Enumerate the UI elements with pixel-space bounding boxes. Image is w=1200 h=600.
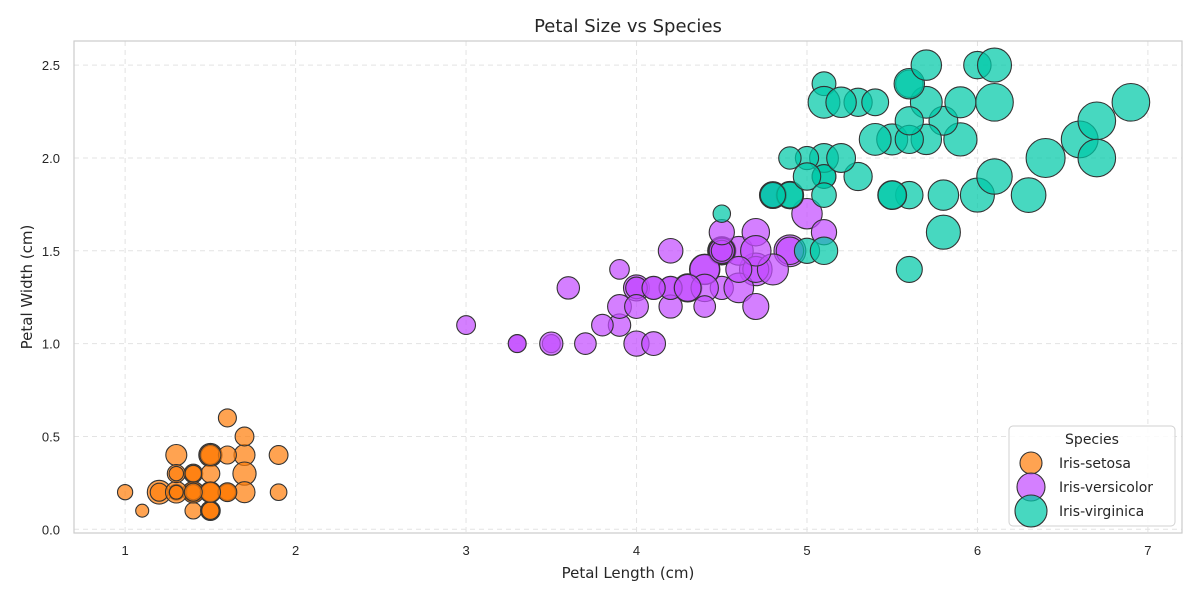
data-point xyxy=(456,315,477,336)
legend-label: Iris-setosa xyxy=(1059,456,1131,472)
data-point xyxy=(712,204,732,223)
data-point xyxy=(135,503,150,518)
data-point xyxy=(641,331,667,357)
legend-marker xyxy=(1019,451,1043,475)
legend-marker xyxy=(1014,494,1048,528)
data-point xyxy=(858,122,892,156)
data-point xyxy=(894,106,924,136)
data-point xyxy=(861,88,890,117)
y-tick-label: 0.5 xyxy=(42,429,60,444)
data-point xyxy=(708,219,735,246)
data-point xyxy=(792,162,822,191)
data-point xyxy=(183,482,203,502)
data-point xyxy=(200,463,221,484)
data-point xyxy=(925,214,961,250)
legend: Species Iris-setosa Iris-versicolor Iris-v… xyxy=(1008,425,1176,528)
y-tick-label: 1.5 xyxy=(42,244,60,259)
x-tick-label: 2 xyxy=(292,543,299,558)
y-tick-label: 1.0 xyxy=(42,337,60,352)
data-point xyxy=(184,501,203,520)
data-point xyxy=(976,47,1013,83)
data-points xyxy=(116,47,1151,522)
data-point xyxy=(843,161,873,192)
data-point xyxy=(269,483,288,502)
data-point xyxy=(693,295,717,318)
x-axis-ticks: 1 2 3 4 5 6 7 xyxy=(122,543,1152,558)
data-point xyxy=(877,180,907,210)
data-point xyxy=(199,443,222,467)
x-tick-label: 4 xyxy=(633,543,640,558)
data-point xyxy=(641,275,666,301)
series-iris-virginica xyxy=(712,47,1151,283)
data-point xyxy=(168,484,184,500)
legend-entries: Iris-setosa Iris-versicolor Iris-virginica xyxy=(1014,451,1153,528)
data-point xyxy=(165,443,188,467)
data-point xyxy=(826,143,857,173)
legend-box xyxy=(1008,425,1176,527)
data-point xyxy=(556,276,581,300)
data-point xyxy=(574,332,597,355)
data-point xyxy=(234,426,255,447)
data-point xyxy=(507,334,527,354)
data-point xyxy=(778,146,802,170)
x-tick-label: 6 xyxy=(974,543,981,558)
data-point xyxy=(673,273,702,302)
legend-label: Iris-virginica xyxy=(1059,504,1144,520)
data-point xyxy=(116,484,134,501)
data-point xyxy=(591,313,614,337)
y-axis-ticks: 0.0 0.5 1.0 1.5 2.0 2.5 xyxy=(42,58,60,537)
data-point xyxy=(759,181,787,209)
data-point xyxy=(811,182,837,208)
data-point xyxy=(825,86,857,119)
data-point xyxy=(791,197,823,230)
data-point xyxy=(1025,137,1066,179)
data-point xyxy=(1077,138,1117,178)
data-point xyxy=(609,259,630,280)
data-point xyxy=(740,235,772,267)
data-point xyxy=(742,292,770,321)
y-axis-label: Petal Width (cm) xyxy=(18,225,36,350)
series-iris-setosa xyxy=(116,408,289,522)
x-tick-label: 3 xyxy=(462,543,469,558)
data-point xyxy=(895,255,923,283)
data-point xyxy=(268,445,289,465)
data-point xyxy=(927,179,960,211)
plot-frame xyxy=(73,40,1183,534)
data-point xyxy=(809,236,839,266)
data-point xyxy=(1010,177,1047,213)
x-axis-label: Petal Length (cm) xyxy=(562,564,695,582)
data-point xyxy=(624,294,649,319)
data-point xyxy=(975,82,1014,122)
data-point xyxy=(976,158,1013,195)
legend-label: Iris-versicolor xyxy=(1059,480,1153,496)
data-point xyxy=(725,255,753,283)
x-tick-label: 7 xyxy=(1144,543,1151,558)
data-point xyxy=(657,237,684,264)
legend-title: Species xyxy=(1065,432,1119,448)
data-point xyxy=(1077,101,1117,141)
data-point xyxy=(1111,82,1151,122)
data-point xyxy=(539,331,564,356)
y-tick-label: 2.0 xyxy=(42,151,60,166)
data-point xyxy=(199,481,222,503)
y-tick-label: 0.0 xyxy=(42,522,60,537)
data-point xyxy=(944,86,977,119)
data-point xyxy=(168,465,185,482)
data-point xyxy=(217,408,237,428)
data-point xyxy=(184,464,203,483)
y-tick-label: 2.5 xyxy=(42,58,60,73)
x-tick-label: 5 xyxy=(803,543,810,558)
chart-title: Petal Size vs Species xyxy=(534,16,722,37)
x-tick-label: 1 xyxy=(122,543,129,558)
data-point xyxy=(910,49,943,81)
data-point xyxy=(201,501,220,520)
series-iris-versicolor xyxy=(456,182,838,357)
